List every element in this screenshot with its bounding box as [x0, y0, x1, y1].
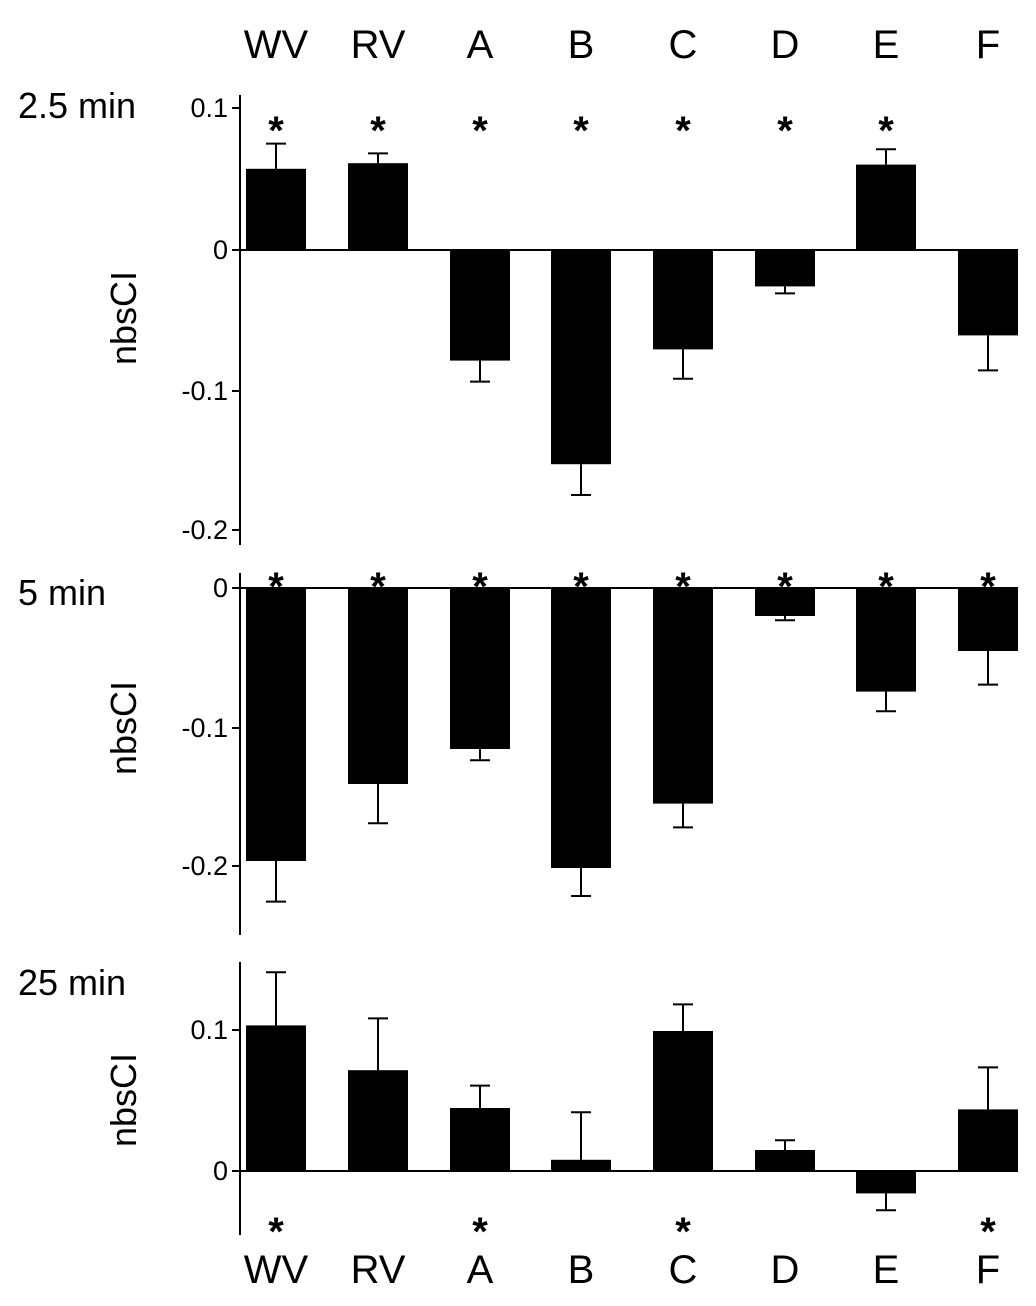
category-label-bottom: WV: [244, 1248, 309, 1292]
bottom-category-labels: WV RV A B C D E F: [244, 1248, 1000, 1292]
y-axis-label: nbsCI: [103, 681, 144, 775]
y-tick-label: -0.1: [181, 376, 228, 406]
category-label-bottom: E: [873, 1248, 900, 1292]
bar-C: [653, 250, 713, 350]
bar-WV: [246, 588, 306, 861]
significance-marker: *: [573, 565, 589, 609]
panel-25-min: 25 min nbsCI 0.1 0 * * * *: [18, 962, 1018, 1254]
bar-C: [653, 588, 713, 804]
category-label-top: B: [568, 23, 595, 67]
significance-marker: *: [472, 565, 488, 609]
y-tick-label: -0.1: [181, 713, 228, 743]
panel-title: 5 min: [18, 572, 106, 613]
bar-E: [856, 164, 916, 250]
bar-D: [755, 250, 815, 287]
bar-E: [856, 588, 916, 692]
bar-D: [755, 1150, 815, 1171]
y-axis-label: nbsCI: [103, 1053, 144, 1147]
bar-RV: [348, 1070, 408, 1171]
category-label-top: A: [467, 23, 494, 67]
category-label-bottom: C: [669, 1248, 698, 1292]
bar-A: [450, 250, 510, 361]
panel-title: 2.5 min: [18, 85, 136, 126]
panel-title: 25 min: [18, 962, 126, 1003]
bar-C: [653, 1031, 713, 1171]
top-category-labels: WV RV A B C D E F: [244, 23, 1000, 67]
significance-marker: *: [777, 109, 793, 153]
category-label-bottom: D: [771, 1248, 800, 1292]
significance-marker: *: [370, 109, 386, 153]
significance-marker: *: [675, 109, 691, 153]
y-axis-label: nbsCI: [103, 271, 144, 365]
significance-marker: *: [573, 109, 589, 153]
significance-marker: *: [675, 565, 691, 609]
y-tick-label: 0.1: [190, 1015, 228, 1045]
y-tick-label: 0: [213, 235, 228, 265]
category-label-top: RV: [351, 23, 406, 67]
category-label-top: D: [771, 23, 800, 67]
panel-2-5-min: 2.5 min nbsCI 0.1 0 -0.1 -0.2 * * * * * * *: [18, 85, 1018, 545]
category-label-bottom: RV: [351, 1248, 406, 1292]
y-tick-label: -0.2: [181, 515, 228, 545]
category-label-bottom: A: [467, 1248, 494, 1292]
significance-marker: *: [777, 565, 793, 609]
category-label-bottom: B: [568, 1248, 595, 1292]
significance-marker: *: [980, 565, 996, 609]
panel-5-min: 5 min nbsCI 0 -0.1 -0.2 * * * * * * * *: [18, 565, 1018, 935]
bar-WV: [246, 1025, 306, 1171]
significance-marker: *: [980, 1210, 996, 1254]
bar-E: [856, 1171, 916, 1194]
bar-F: [958, 250, 1018, 336]
category-label-bottom: F: [976, 1248, 1000, 1292]
bar-B: [551, 1159, 611, 1171]
bar-A: [450, 588, 510, 749]
significance-marker: *: [472, 109, 488, 153]
category-label-top: F: [976, 23, 1000, 67]
y-tick-label: 0.1: [190, 93, 228, 123]
bar-F: [958, 1109, 1018, 1171]
significance-marker: *: [268, 109, 284, 153]
significance-marker: *: [472, 1210, 488, 1254]
category-label-top: WV: [244, 23, 309, 67]
significance-marker: *: [878, 565, 894, 609]
significance-marker: *: [268, 1210, 284, 1254]
y-tick-label: -0.2: [181, 851, 228, 881]
bar-B: [551, 588, 611, 868]
significance-marker: *: [268, 565, 284, 609]
y-tick-label: 0: [213, 1156, 228, 1186]
category-label-top: C: [669, 23, 698, 67]
significance-marker: *: [675, 1210, 691, 1254]
bar-B: [551, 250, 611, 465]
bar-RV: [348, 163, 408, 250]
bar-D: [755, 588, 815, 616]
y-tick-label: 0: [213, 573, 228, 603]
bar-WV: [246, 168, 306, 250]
bar-RV: [348, 588, 408, 784]
significance-marker: *: [878, 109, 894, 153]
bar-F: [958, 588, 1018, 651]
bar-A: [450, 1108, 510, 1171]
significance-marker: *: [370, 565, 386, 609]
category-label-top: E: [873, 23, 900, 67]
